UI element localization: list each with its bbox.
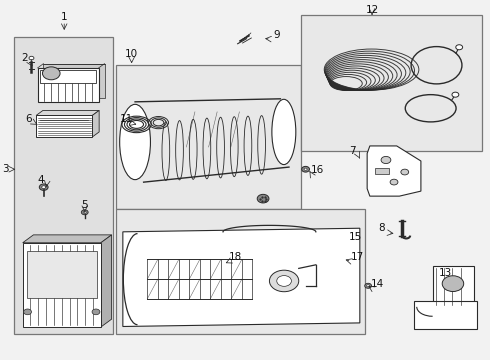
Text: 4: 4 xyxy=(37,175,44,185)
Text: 5: 5 xyxy=(81,200,88,210)
Polygon shape xyxy=(123,228,360,327)
Text: 9: 9 xyxy=(273,30,280,40)
Circle shape xyxy=(257,194,269,203)
Circle shape xyxy=(92,309,100,315)
Circle shape xyxy=(367,285,369,287)
Text: 16: 16 xyxy=(311,165,324,175)
Circle shape xyxy=(304,168,307,170)
Polygon shape xyxy=(92,111,99,137)
Polygon shape xyxy=(36,111,99,116)
Circle shape xyxy=(29,56,34,60)
Bar xyxy=(414,301,477,329)
Circle shape xyxy=(24,309,31,315)
Text: 18: 18 xyxy=(229,252,242,262)
Circle shape xyxy=(83,211,86,213)
Bar xyxy=(375,167,389,174)
Circle shape xyxy=(270,270,299,292)
Text: 7: 7 xyxy=(349,146,356,156)
Text: 15: 15 xyxy=(349,232,362,242)
Circle shape xyxy=(302,166,310,172)
Circle shape xyxy=(452,92,459,97)
Polygon shape xyxy=(101,235,112,327)
Text: 1: 1 xyxy=(61,12,68,22)
Bar xyxy=(36,116,92,137)
Bar xyxy=(116,65,301,209)
Text: 14: 14 xyxy=(371,279,385,289)
Ellipse shape xyxy=(120,104,150,180)
Circle shape xyxy=(277,275,292,286)
Bar xyxy=(14,37,113,334)
Text: 6: 6 xyxy=(25,114,32,124)
Text: 10: 10 xyxy=(125,49,138,59)
Bar xyxy=(301,15,482,151)
Bar xyxy=(116,209,365,334)
Text: 3: 3 xyxy=(2,164,9,174)
Bar xyxy=(40,70,96,83)
Circle shape xyxy=(365,283,371,288)
Bar xyxy=(23,243,101,327)
Text: 11: 11 xyxy=(120,114,133,124)
Polygon shape xyxy=(367,146,421,196)
Ellipse shape xyxy=(272,99,296,165)
Circle shape xyxy=(42,186,46,189)
Bar xyxy=(26,251,97,297)
Text: 17: 17 xyxy=(351,252,364,262)
Circle shape xyxy=(43,67,60,80)
Bar xyxy=(433,266,474,307)
Circle shape xyxy=(381,156,391,163)
FancyBboxPatch shape xyxy=(38,68,98,102)
Text: 8: 8 xyxy=(378,224,385,233)
Circle shape xyxy=(39,184,48,190)
Circle shape xyxy=(456,45,463,50)
Polygon shape xyxy=(44,64,104,98)
Circle shape xyxy=(81,210,88,215)
Text: 13: 13 xyxy=(439,268,452,278)
Circle shape xyxy=(401,169,409,175)
Circle shape xyxy=(390,179,398,185)
Circle shape xyxy=(442,276,464,292)
Text: 12: 12 xyxy=(366,5,379,15)
Text: 2: 2 xyxy=(21,53,27,63)
Polygon shape xyxy=(23,235,112,243)
